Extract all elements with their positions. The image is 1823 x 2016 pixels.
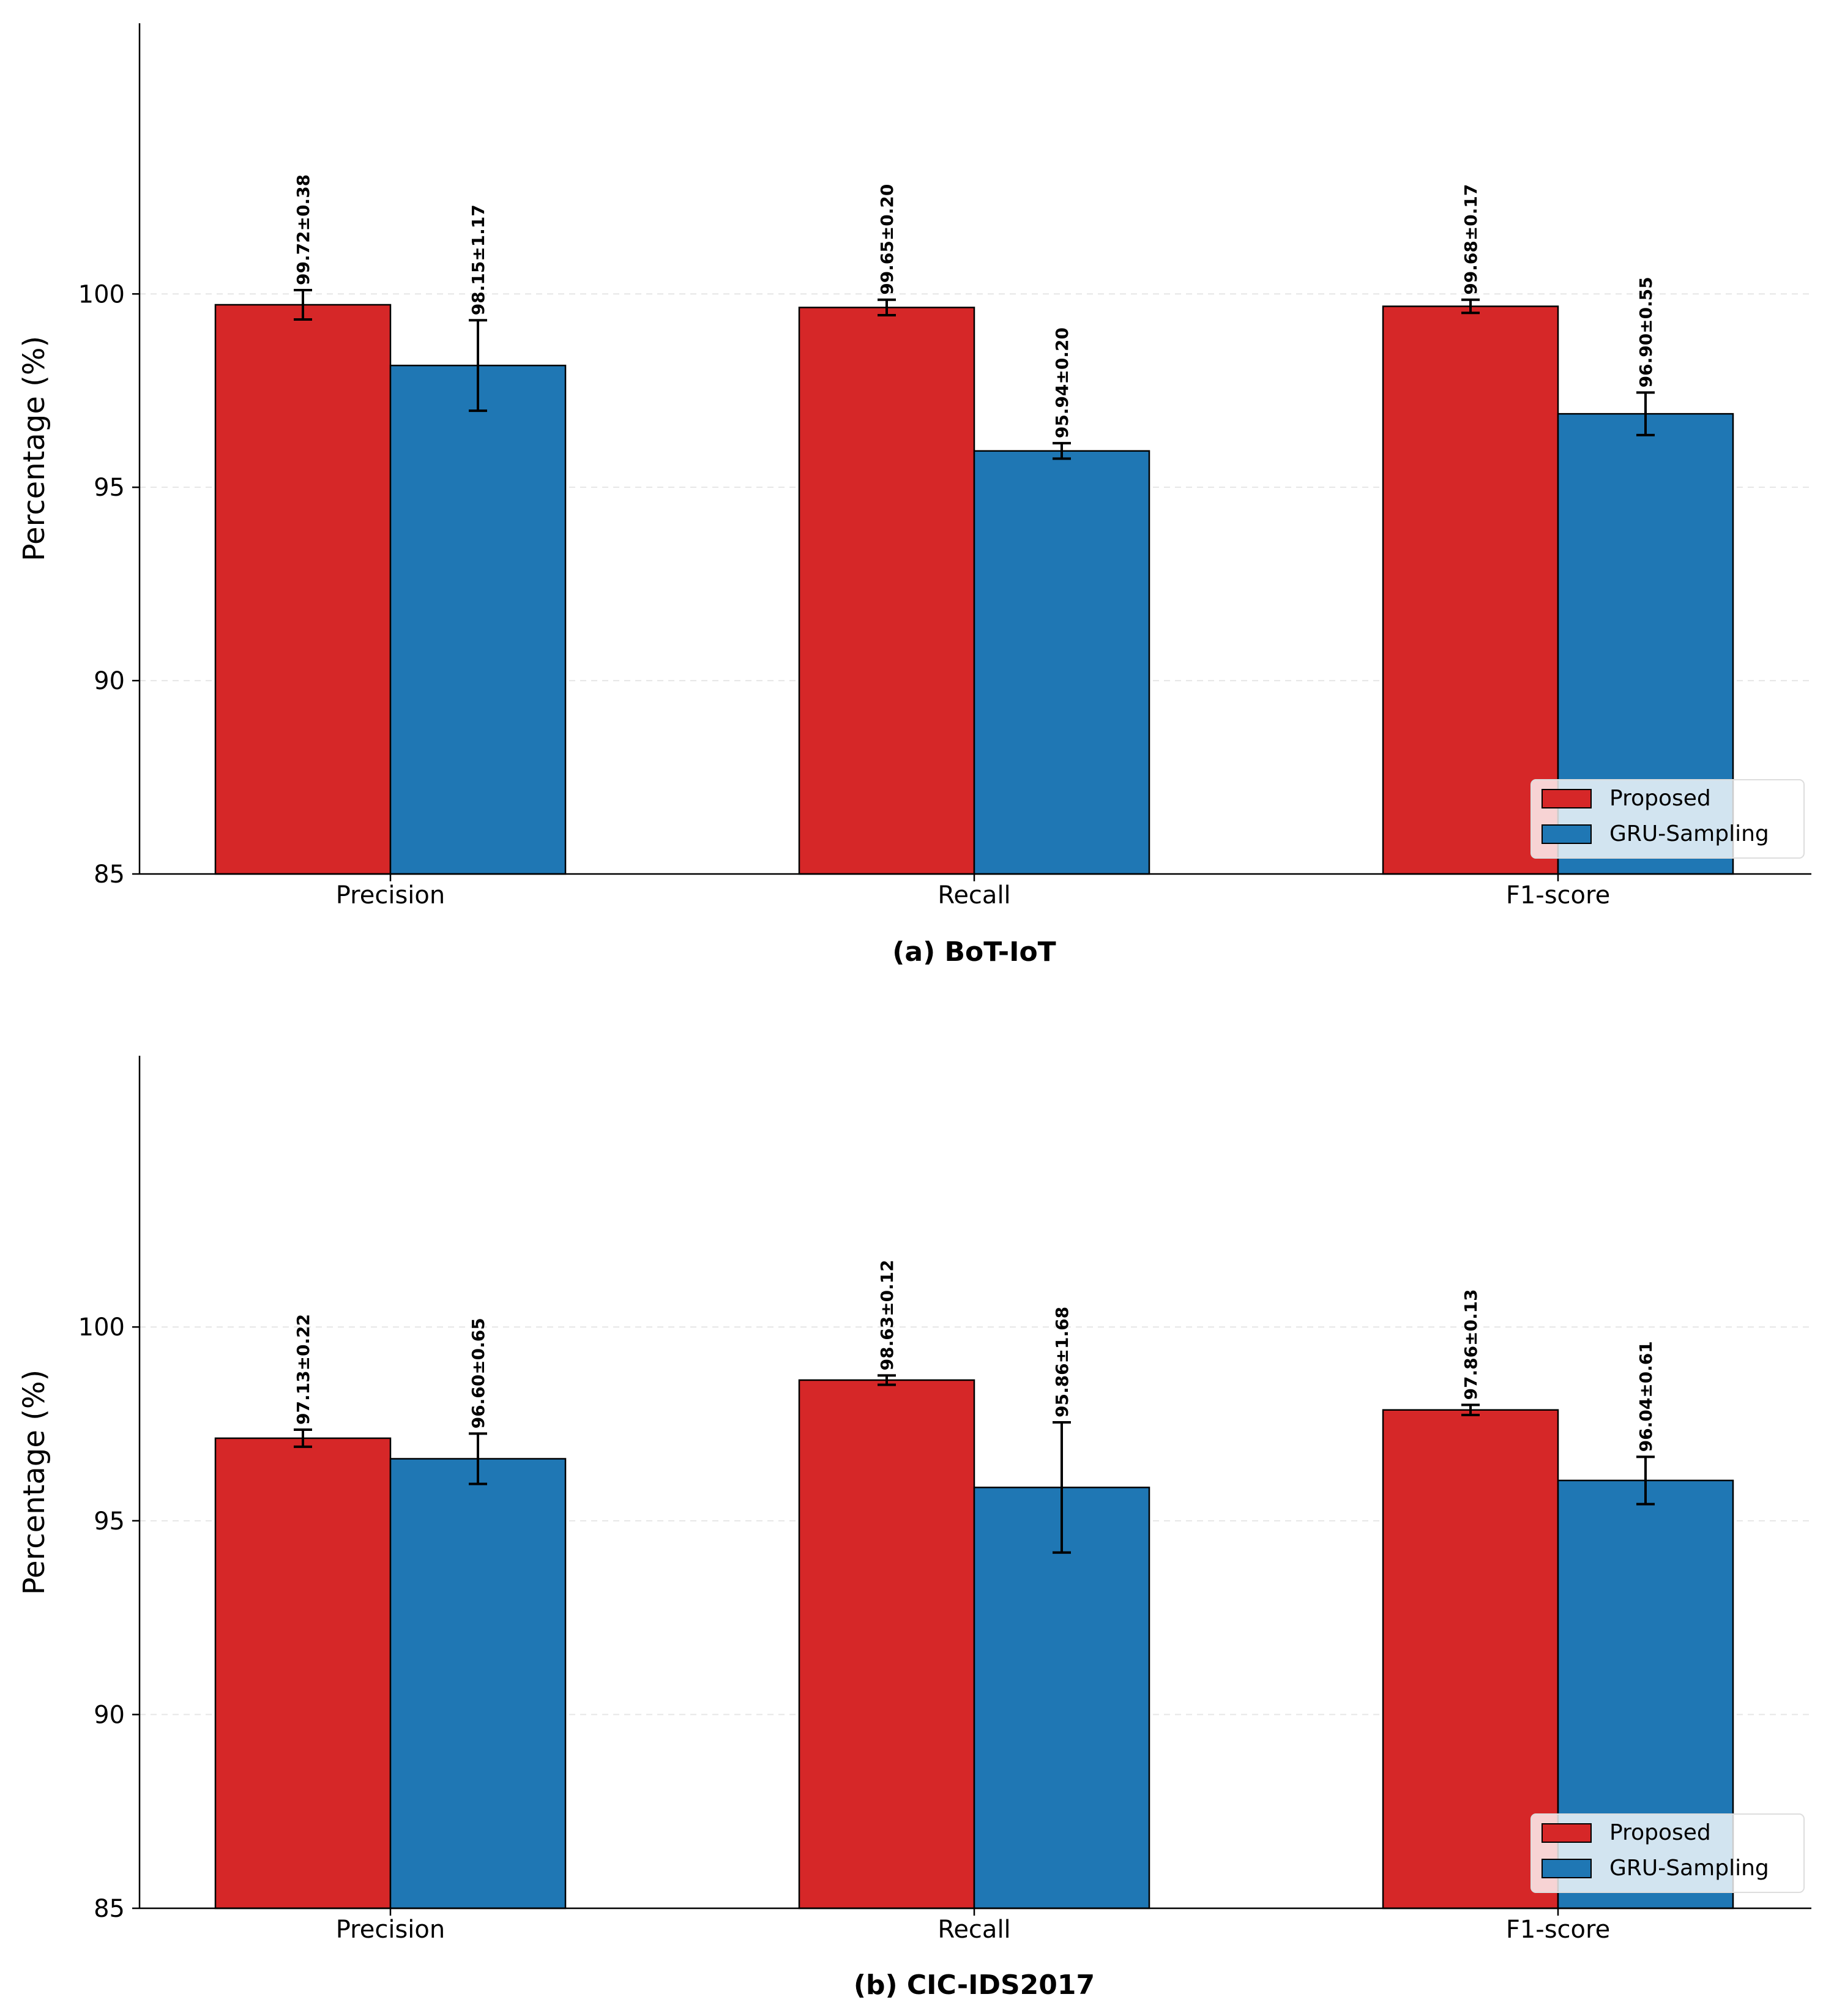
y-tick-label: 85 bbox=[94, 1895, 125, 1923]
data-label: 96.04±0.61 bbox=[1636, 1341, 1656, 1452]
legend-label: Proposed bbox=[1609, 786, 1711, 811]
legend-swatch bbox=[1542, 789, 1592, 808]
legend: Proposed GRU-Sampling bbox=[1530, 1813, 1805, 1893]
bar bbox=[214, 304, 392, 875]
x-tick-label: Recall bbox=[938, 1916, 1010, 1944]
legend-swatch bbox=[1542, 1859, 1592, 1878]
y-tick-label: 90 bbox=[94, 1701, 125, 1729]
data-label: 95.86±1.68 bbox=[1052, 1307, 1072, 1417]
bar bbox=[798, 307, 975, 875]
legend-swatch bbox=[1542, 824, 1592, 844]
data-label: 96.60±0.65 bbox=[468, 1318, 488, 1428]
legend-swatch bbox=[1542, 1823, 1592, 1843]
legend-label: GRU-Sampling bbox=[1609, 1856, 1769, 1881]
legend-box bbox=[1530, 1813, 1805, 1893]
panel-cic-ids2017: 97.13±0.22 96.60±0.65 98.63±0.12 95.86±1.68… bbox=[17, 1056, 1811, 2001]
x-tick-label: Recall bbox=[938, 881, 1010, 909]
x-tick-label: F1-score bbox=[1506, 881, 1610, 909]
x-tick-label: Precision bbox=[336, 1916, 445, 1944]
bar bbox=[973, 450, 1150, 875]
data-label: 99.65±0.20 bbox=[877, 184, 897, 295]
bar bbox=[389, 364, 567, 875]
bar bbox=[214, 1437, 392, 1910]
data-label: 97.86±0.13 bbox=[1461, 1289, 1481, 1400]
data-label: 96.90±0.55 bbox=[1636, 277, 1656, 387]
data-label: 98.15±1.17 bbox=[468, 204, 488, 315]
legend-label: GRU-Sampling bbox=[1609, 821, 1769, 846]
legend-box bbox=[1530, 779, 1805, 859]
bar bbox=[798, 1379, 975, 1910]
panel-bot-iot: 99.72±0.38 98.15±1.17 99.65±0.20 95.94±0.20… bbox=[17, 23, 1811, 968]
y-tick-label: 85 bbox=[94, 861, 125, 889]
panel-caption: (a) BoT-IoT bbox=[892, 936, 1056, 968]
y-tick-label: 90 bbox=[94, 667, 125, 695]
data-label: 98.63±0.12 bbox=[877, 1260, 897, 1370]
data-label: 99.68±0.17 bbox=[1461, 184, 1481, 295]
bar bbox=[1382, 305, 1559, 875]
data-label: 95.94±0.20 bbox=[1052, 327, 1072, 438]
legend: Proposed GRU-Sampling bbox=[1530, 779, 1805, 859]
y-axis-label: Percentage (%) bbox=[17, 336, 51, 561]
x-tick-label: F1-score bbox=[1506, 1916, 1610, 1944]
y-axis-label: Percentage (%) bbox=[17, 1370, 51, 1595]
y-tick-label: 100 bbox=[78, 1313, 125, 1342]
y-tick-label: 95 bbox=[94, 1507, 125, 1536]
data-label: 97.13±0.22 bbox=[293, 1314, 313, 1425]
x-tick-label: Precision bbox=[336, 881, 445, 909]
y-tick-label: 95 bbox=[94, 474, 125, 502]
data-label: 99.72±0.38 bbox=[293, 174, 313, 285]
panel-caption: (b) CIC-IDS2017 bbox=[854, 1969, 1095, 2001]
bar bbox=[389, 1458, 567, 1910]
y-tick-label: 100 bbox=[78, 280, 125, 308]
legend-label: Proposed bbox=[1609, 1820, 1711, 1845]
